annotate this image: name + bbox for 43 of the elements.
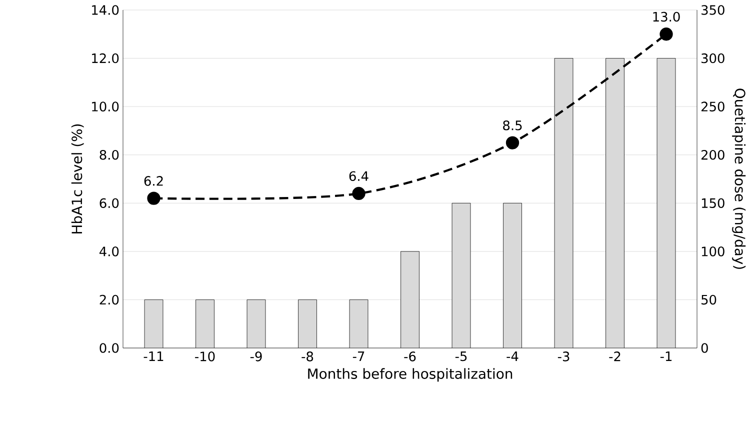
y-tick-label: 12.0 [92,53,119,64]
point [352,186,366,200]
data-label: 6.2 [144,176,163,186]
point [147,192,160,205]
y2-tick-label: 250 [701,102,724,112]
y-axis-title: HbA1c level (%) [71,124,84,234]
bar [247,300,266,348]
x-tick-label: -1 [660,352,672,361]
x-tick-label: -3 [558,352,570,362]
x-tick-label: -2 [609,352,620,362]
y-tick-label: 4.0 [100,246,119,256]
bar [196,300,214,348]
y2-axis-title: Quetiapine dose (mg/day) [732,88,746,269]
point [660,28,673,41]
y2-tick-label: 200 [701,150,724,160]
y2-tick-label: 300 [702,53,724,64]
x-tick-label: -10 [195,352,215,362]
y-tick-label: 14.0 [92,5,119,15]
data-label: 6.4 [349,171,368,181]
y-tick-label: 2.0 [100,294,119,305]
x-tick-label: -5 [455,352,467,362]
x-tick-label: -9 [250,352,262,362]
bar [350,300,368,348]
bar [298,300,317,348]
y2-tick-label: 100 [702,246,724,256]
data-label: 8.5 [503,120,522,130]
y-tick-label: 10.0 [92,102,119,112]
y2-tick-label: 0 [701,343,708,353]
x-tick-label: -7 [352,352,364,361]
x-tick-label: -8 [302,352,314,362]
y-tick-label: 0.0 [100,343,119,353]
y2-tick-label: 50 [702,294,716,305]
y-tick-label: 6.0 [100,198,119,208]
y2-tick-label: 150 [702,198,724,208]
bar [144,300,163,348]
x-axis-title: Months before hospitalization [308,368,512,382]
x-tick-label: -6 [404,352,416,362]
data-label: 13.0 [653,12,680,22]
point [506,136,520,150]
y2-tick-label: 350 [702,5,724,15]
x-tick-label: -11 [144,352,164,361]
y-tick-label: 8.0 [100,150,119,160]
x-tick-label: -4 [506,352,518,361]
